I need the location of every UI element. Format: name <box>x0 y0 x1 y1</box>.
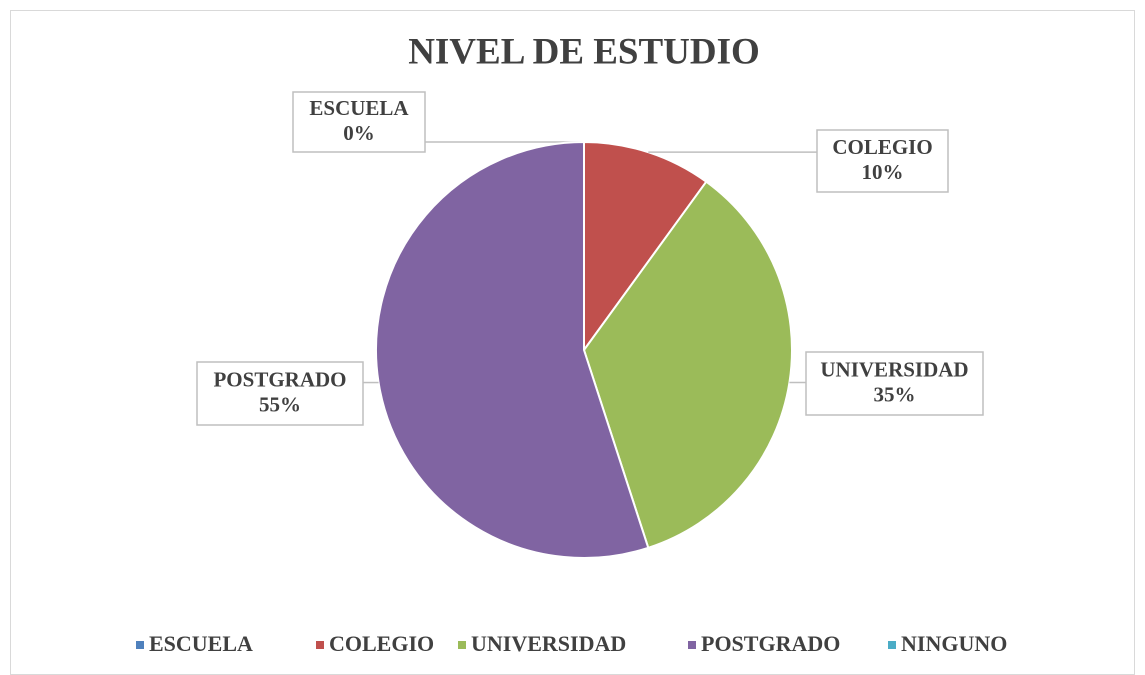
label-box <box>196 361 364 426</box>
label-box <box>805 351 984 416</box>
data-label-name: POSTGRADO <box>213 367 346 391</box>
data-label: ESCUELA 0% <box>309 96 409 145</box>
label-box <box>816 129 949 193</box>
legend-swatch <box>136 641 144 649</box>
data-label-value: 0% <box>343 121 375 145</box>
legend-label: POSTGRADO <box>701 631 840 656</box>
pie-slice <box>582 180 793 550</box>
data-label: UNIVERSIDAD 35% <box>820 357 968 406</box>
pie-slice <box>375 140 650 559</box>
data-label-value: 10% <box>862 160 904 184</box>
data-label-value: 55% <box>259 392 301 416</box>
legend-label: NINGUNO <box>901 631 1007 656</box>
label-box <box>292 91 426 153</box>
legend-swatch <box>458 641 466 649</box>
data-label-name: ESCUELA <box>309 96 409 120</box>
pie-slice <box>583 140 708 354</box>
data-label-name: UNIVERSIDAD <box>820 357 968 381</box>
data-label-name: COLEGIO <box>832 135 932 159</box>
legend-swatch <box>316 641 324 649</box>
legend-label: UNIVERSIDAD <box>471 631 626 656</box>
data-label-value: 35% <box>874 382 916 406</box>
data-label: COLEGIO 10% <box>832 135 932 184</box>
legend-swatch <box>888 641 896 649</box>
legend-label: COLEGIO <box>329 631 434 656</box>
legend-swatch <box>688 641 696 649</box>
chart-title: NIVEL DE ESTUDIO <box>408 31 760 72</box>
data-label: POSTGRADO 55% <box>213 367 346 416</box>
legend-label: ESCUELA <box>149 631 253 656</box>
